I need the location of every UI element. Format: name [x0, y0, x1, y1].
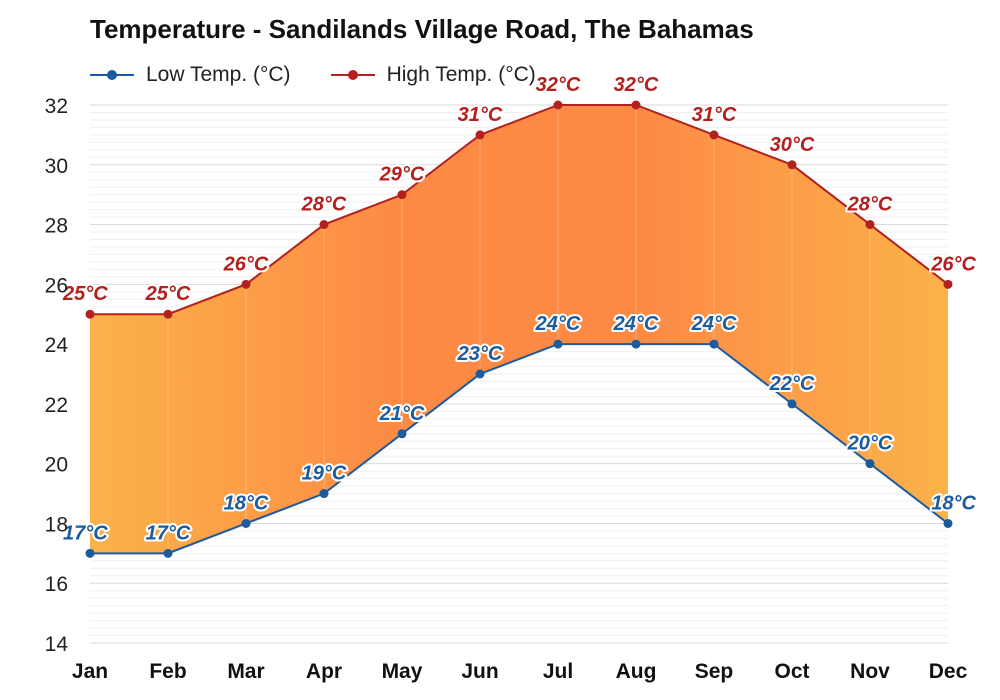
high-temp-point: [163, 309, 173, 319]
legend-item-low[interactable]: Low Temp. (°C): [90, 63, 291, 87]
y-tick-label: 20: [45, 454, 68, 477]
legend-item-high[interactable]: High Temp. (°C): [330, 63, 536, 87]
legend-high-marker: [330, 65, 375, 85]
high-temp-label: 32°C: [614, 74, 659, 96]
x-tick-label: Jan: [72, 660, 108, 683]
low-temp-point: [865, 459, 875, 469]
high-temp-point: [319, 220, 329, 230]
high-temp-label: 26°C: [223, 253, 269, 275]
x-tick-label: Sep: [695, 660, 734, 683]
x-tick-label: May: [382, 660, 423, 683]
high-temp-label: 25°C: [145, 283, 191, 305]
data-labels: 17°C 17°C 18°C 19°C 21°C 23°C 24°C 24°C 24°C 22°C…: [60, 72, 979, 546]
chart-title: Temperature - Sandilands Village Road, T…: [90, 14, 754, 44]
x-axis: Jan Feb Mar Apr May Jun Jul Aug Sep Oct Nov Dec: [72, 660, 968, 683]
high-temp-point: [85, 309, 95, 319]
high-temp-point: [553, 100, 563, 110]
high-temp-point: [475, 130, 485, 140]
high-temp-point: [943, 279, 953, 289]
y-axis: 14 16 18 20 22 24 26 28 30 32: [45, 95, 69, 656]
high-temp-label: 31°C: [458, 104, 503, 126]
low-temp-label: 19°C: [302, 463, 347, 485]
legend-high-dot: [347, 70, 358, 80]
high-temp-line: [90, 104, 949, 316]
y-tick-label: 24: [45, 334, 69, 357]
x-tick-label: Dec: [929, 660, 968, 683]
high-temp-label: 25°C: [62, 283, 108, 305]
low-temp-label: 20°C: [847, 433, 893, 455]
high-temp-point: [787, 160, 797, 170]
low-temp-point: [631, 339, 641, 349]
high-temp-point: [241, 279, 251, 289]
low-temp-label: 22°C: [769, 373, 815, 395]
x-tick-label: Jul: [543, 660, 573, 683]
x-tick-label: Aug: [616, 660, 657, 683]
low-temp-label: 24°C: [613, 313, 659, 335]
legend-low-marker: [90, 65, 134, 85]
temperature-band: [90, 105, 948, 554]
low-temp-point: [163, 548, 173, 558]
low-temp-label: 24°C: [691, 313, 737, 335]
low-temp-point: [553, 339, 563, 349]
high-temp-label: 26°C: [930, 253, 976, 275]
high-temp-label: 29°C: [379, 164, 425, 186]
low-temp-label: 17°C: [146, 522, 191, 544]
y-tick-label: 26: [45, 274, 68, 297]
high-temp-label: 28°C: [847, 194, 893, 216]
x-tick-label: Apr: [306, 660, 342, 683]
low-temp-label: 18°C: [931, 492, 976, 514]
temperature-range-area: [90, 105, 948, 554]
y-tick-label: 32: [45, 95, 68, 118]
high-temp-label: 31°C: [692, 104, 737, 126]
x-tick-label: Nov: [850, 660, 890, 683]
low-temp-label: 21°C: [379, 403, 425, 425]
low-temp-point: [943, 518, 953, 528]
low-temp-label: 18°C: [224, 492, 269, 514]
x-tick-label: Mar: [227, 660, 264, 683]
series-points: [85, 100, 953, 558]
low-temp-point: [475, 369, 485, 379]
legend: Low Temp. (°C) High Temp. (°C): [90, 62, 576, 88]
low-temp-label: 23°C: [457, 343, 503, 365]
low-temp-label: 24°C: [535, 313, 581, 335]
low-temp-point: [709, 339, 719, 349]
y-tick-label: 14: [45, 633, 69, 656]
x-tick-label: Oct: [774, 660, 809, 683]
low-temp-point: [397, 429, 407, 439]
low-temp-point: [319, 489, 329, 499]
high-temp-point: [709, 130, 719, 140]
y-tick-label: 16: [45, 573, 68, 596]
y-tick-label: 30: [45, 155, 68, 178]
high-temp-point: [631, 100, 641, 110]
high-temp-label: 30°C: [770, 134, 815, 156]
high-temp-point: [865, 220, 875, 230]
low-temp-point: [85, 548, 95, 558]
low-temp-line: [90, 343, 949, 555]
high-temp-label: 28°C: [301, 194, 347, 216]
x-tick-label: Jun: [461, 660, 498, 683]
series-lines: [90, 104, 949, 555]
x-tick-label: Feb: [149, 660, 186, 683]
legend-low-dot: [107, 70, 117, 80]
low-temp-label: 17°C: [63, 522, 108, 544]
legend-high-label: High Temp. (°C): [386, 63, 536, 86]
high-temp-label: 32°C: [536, 74, 581, 96]
high-temp-point: [397, 190, 407, 200]
y-tick-label: 22: [45, 394, 68, 417]
legend-low-label: Low Temp. (°C): [146, 63, 291, 86]
y-tick-label: 28: [45, 215, 68, 238]
low-temp-point: [787, 399, 797, 409]
month-separators: [167, 105, 871, 554]
low-temp-point: [241, 518, 251, 528]
y-tick-label: 18: [45, 513, 68, 536]
